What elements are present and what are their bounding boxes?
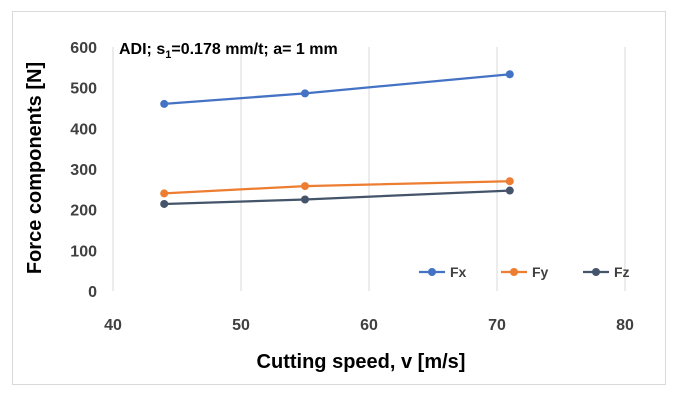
data-point-fx-1 [301,89,309,98]
x-tick-labels: 40 50 60 70 80 [104,317,634,334]
x-tick-label-2: 60 [360,317,378,334]
x-tick-label-1: 50 [232,317,250,334]
legend-label-fx: Fx [450,264,467,280]
x-tick-label-0: 40 [104,317,122,334]
y-tick-labels: 0 100 200 300 400 500 600 [70,40,97,301]
legend-marker-fy [510,268,518,276]
y-tick-label-2: 200 [70,203,97,220]
y-axis-title: Force components [N] [24,62,46,274]
data-point-fz-0 [160,199,169,208]
data-point-fz-1 [301,195,309,204]
data-point-fy-2 [505,177,514,186]
data-point-fx-0 [160,99,169,108]
data-point-fz-2 [505,186,514,195]
data-point-fx-2 [505,70,514,79]
chart-annotation: ADI; s1=0.178 mm/t; a= 1 mm [119,41,338,61]
legend-marker-fz [592,268,600,276]
y-tick-label-3: 300 [70,162,97,179]
annotation-prefix: ADI; s [119,41,165,58]
x-tick-label-3: 70 [488,317,506,334]
x-tick-label-4: 80 [616,317,634,334]
annotation-suffix: =0.178 mm/t; a= 1 mm [171,41,337,58]
annotation-subscript: 1 [165,49,171,61]
legend-marker-fx [428,268,436,276]
y-tick-label-6: 600 [70,40,97,57]
y-tick-label-4: 400 [70,121,97,138]
grid-lines [112,47,626,291]
legend-label-fy: Fy [532,264,549,280]
data-point-fy-1 [301,182,309,191]
line-chart: 40 50 60 70 80 0 100 200 300 400 500 600 ADI; s1=0… [24,40,634,373]
data-point-fy-0 [160,189,169,198]
legend: Fx Fy Fz [419,264,630,280]
legend-label-fz: Fz [614,264,630,280]
y-tick-label-1: 100 [70,243,97,260]
series-line-fz [164,189,510,206]
series-line-fx [164,73,510,106]
series-line-fy [164,180,510,195]
chart-frame: 40 50 60 70 80 0 100 200 300 400 500 600 ADI; s1=0… [12,11,666,385]
x-axis-title: Cutting speed, v [m/s] [257,351,466,373]
y-tick-label-5: 500 [70,81,97,98]
series-group [160,70,514,208]
y-tick-label-0: 0 [88,284,97,301]
